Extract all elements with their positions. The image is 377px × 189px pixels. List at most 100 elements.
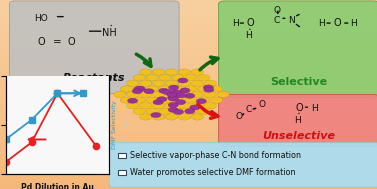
Circle shape (203, 85, 213, 90)
Circle shape (167, 92, 177, 97)
Circle shape (127, 103, 139, 109)
Circle shape (132, 89, 143, 94)
Circle shape (191, 91, 204, 98)
Text: N: N (288, 16, 295, 25)
Circle shape (176, 93, 186, 98)
Circle shape (133, 74, 146, 81)
Circle shape (198, 74, 210, 81)
Circle shape (172, 97, 184, 103)
Circle shape (146, 86, 158, 92)
Circle shape (133, 86, 146, 92)
Circle shape (178, 103, 191, 109)
Text: NH: NH (102, 28, 116, 38)
Text: Pd Dilution in Au: Pd Dilution in Au (21, 183, 94, 189)
Circle shape (152, 91, 165, 98)
Circle shape (168, 95, 178, 101)
Circle shape (178, 114, 191, 120)
Text: Selective vapor-phase C-N bond formation: Selective vapor-phase C-N bond formation (130, 151, 301, 160)
Circle shape (159, 86, 171, 92)
Y-axis label: DMF Selectivity: DMF Selectivity (112, 100, 117, 149)
Text: O: O (334, 19, 341, 29)
Circle shape (162, 89, 172, 94)
Text: H: H (311, 104, 318, 113)
Circle shape (168, 102, 178, 108)
Circle shape (185, 93, 195, 98)
Circle shape (133, 108, 146, 115)
Text: HO: HO (34, 14, 48, 23)
Circle shape (165, 114, 178, 120)
Circle shape (180, 88, 190, 93)
Text: C: C (245, 105, 251, 114)
Circle shape (198, 108, 210, 115)
Circle shape (139, 91, 152, 98)
Circle shape (152, 80, 165, 86)
Circle shape (153, 100, 163, 105)
Circle shape (178, 80, 191, 86)
Text: C: C (273, 16, 280, 25)
Text: O: O (273, 6, 280, 15)
Circle shape (157, 97, 167, 102)
Circle shape (114, 91, 126, 98)
Circle shape (191, 103, 204, 109)
Circle shape (146, 97, 158, 103)
Text: O: O (296, 103, 303, 113)
Circle shape (204, 91, 216, 98)
Circle shape (196, 99, 207, 104)
Text: O: O (258, 100, 265, 109)
Circle shape (159, 97, 171, 103)
Circle shape (159, 108, 171, 115)
Text: H: H (232, 19, 239, 29)
Circle shape (204, 87, 214, 92)
Circle shape (139, 69, 152, 75)
Bar (118, 153, 126, 158)
Circle shape (191, 69, 204, 75)
FancyBboxPatch shape (219, 94, 377, 146)
Circle shape (173, 109, 184, 114)
Text: O: O (247, 19, 254, 29)
Circle shape (127, 91, 139, 98)
Text: Water promotes selective DMF formation: Water promotes selective DMF formation (130, 168, 295, 177)
Circle shape (139, 103, 152, 109)
Text: Reactants: Reactants (63, 73, 126, 83)
Circle shape (185, 86, 197, 92)
Circle shape (190, 105, 200, 110)
Circle shape (120, 97, 133, 103)
Circle shape (175, 100, 185, 105)
Circle shape (159, 88, 169, 93)
Circle shape (151, 112, 161, 118)
Circle shape (146, 74, 158, 81)
Circle shape (169, 85, 179, 90)
Circle shape (185, 108, 197, 115)
Circle shape (178, 69, 191, 75)
Text: H: H (245, 31, 252, 40)
Circle shape (210, 86, 223, 92)
FancyBboxPatch shape (9, 1, 179, 94)
Circle shape (204, 80, 216, 86)
Circle shape (168, 107, 178, 112)
Circle shape (127, 98, 138, 103)
Text: Selective: Selective (270, 77, 327, 87)
Bar (118, 170, 126, 175)
Circle shape (146, 108, 158, 115)
Circle shape (198, 86, 210, 92)
Circle shape (191, 114, 204, 120)
Circle shape (152, 114, 165, 120)
Circle shape (178, 78, 188, 83)
Circle shape (172, 108, 184, 115)
Circle shape (210, 97, 223, 103)
Circle shape (165, 103, 178, 109)
Circle shape (152, 103, 165, 109)
Text: =: = (53, 37, 61, 47)
Circle shape (169, 96, 179, 101)
Circle shape (134, 87, 144, 92)
Circle shape (191, 80, 204, 86)
Circle shape (178, 91, 191, 98)
Text: H: H (319, 19, 325, 29)
Circle shape (152, 69, 165, 75)
Circle shape (139, 114, 152, 120)
Circle shape (165, 69, 178, 75)
Circle shape (204, 103, 216, 109)
Text: O: O (38, 37, 45, 47)
Text: H: H (294, 116, 301, 125)
Circle shape (144, 89, 154, 94)
